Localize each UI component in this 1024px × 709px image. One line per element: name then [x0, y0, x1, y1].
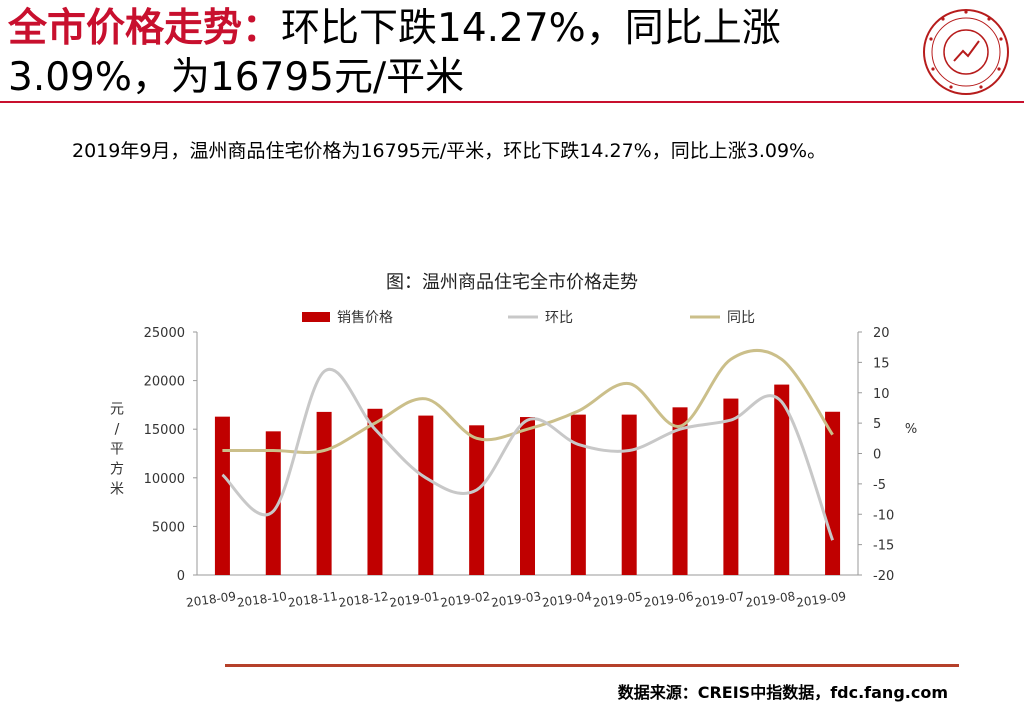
left-axis-tick-label: 10000 [144, 472, 185, 487]
left-axis-tick-label: 5000 [152, 520, 185, 535]
bar-sales-price [723, 398, 739, 575]
left-axis-tick-label: 20000 [144, 375, 185, 390]
legend-label-mom: 环比 [545, 310, 573, 326]
x-axis-tick-label: 2019-07 [694, 589, 746, 610]
right-axis-tick-label: 20 [873, 326, 890, 341]
right-axis-tick-label: 0 [873, 448, 881, 463]
price-trend-chart: 图：温州商品住宅全市价格走势 0 5000 10000 15000 20000 25000 -… [110, 272, 917, 610]
left-axis-label-char: 平 [110, 442, 124, 458]
bar-sales-price [774, 384, 790, 575]
right-axis-label: % [905, 422, 917, 437]
bar-sales-price [520, 417, 535, 575]
x-axis-tick-label: 2018-09 [185, 589, 237, 610]
left-axis-tick-label: 15000 [144, 423, 185, 438]
right-axis-tick-label: -5 [873, 478, 886, 493]
bar-sales-price [570, 414, 586, 575]
x-axis-tick-label: 2018-10 [236, 589, 288, 610]
right-axis-tick-label: 10 [873, 387, 890, 402]
right-axis-tick-label: 15 [873, 356, 890, 371]
line-mom [221, 367, 835, 541]
page-title-rest: 环比下跌14.27%，同比上涨3.09%，为16795元/平米 [8, 6, 781, 100]
bar-sales-price [469, 425, 485, 575]
x-axis-tick-label: 2019-08 [745, 589, 797, 610]
left-axis-tick-label: 25000 [144, 326, 185, 341]
bar-sales-price [367, 408, 383, 575]
left-axis-tick-label: 0 [177, 569, 185, 584]
x-axis-tick-label: 2019-06 [643, 589, 695, 610]
page-title: 全市价格走势：环比下跌14.27%，同比上涨3.09%，为16795元/平米 [8, 4, 908, 102]
x-axis-tick-label: 2019-04 [541, 589, 593, 610]
china-index-academy-seal-icon [923, 9, 1009, 95]
bar-sales-price [418, 415, 434, 575]
x-axis-tick-label: 2019-09 [795, 589, 847, 610]
x-axis-tick-label: 2019-02 [439, 589, 491, 610]
bar-sales-price [825, 411, 841, 575]
chart-title: 图：温州商品住宅全市价格走势 [386, 272, 638, 293]
legend-label-sales-price: 销售价格 [337, 310, 393, 326]
line-yoy [222, 348, 834, 454]
x-axis-tick-label: 2019-01 [389, 589, 441, 610]
bar-sales-price [672, 407, 688, 575]
bar-sales-price [214, 416, 230, 575]
right-axis-tick-label: -10 [873, 508, 894, 523]
right-axis-tick-label: -15 [873, 539, 894, 554]
page-title-accent: 全市价格走势： [8, 6, 282, 51]
summary-text: 2019年9月，温州商品住宅价格为16795元/平米，环比下跌14.27%，同比… [72, 140, 827, 162]
x-axis-tick-label: 2019-05 [592, 589, 644, 610]
bar-sales-price [265, 431, 281, 575]
x-axis-tick-label: 2019-03 [490, 589, 542, 610]
data-source: 数据来源：CREIS中指数据，fdc.fang.com [617, 683, 948, 702]
right-axis-tick-label: 5 [873, 417, 881, 432]
left-axis-label-char: 元 [110, 402, 124, 418]
bar-sales-price [316, 411, 332, 575]
left-axis-label-char: 方 [110, 462, 124, 478]
legend-label-yoy: 同比 [727, 310, 755, 326]
x-axis-tick-label: 2018-11 [287, 589, 339, 610]
legend-swatch-sales-price [302, 312, 330, 322]
x-axis-tick-label: 2018-12 [338, 589, 390, 610]
source-divider [225, 664, 959, 667]
left-axis-label-char: / [115, 422, 120, 438]
bar-sales-price [621, 414, 637, 575]
right-axis-tick-label: -20 [873, 569, 894, 584]
title-divider [0, 101, 1024, 103]
left-axis-label-char: 米 [110, 482, 124, 498]
